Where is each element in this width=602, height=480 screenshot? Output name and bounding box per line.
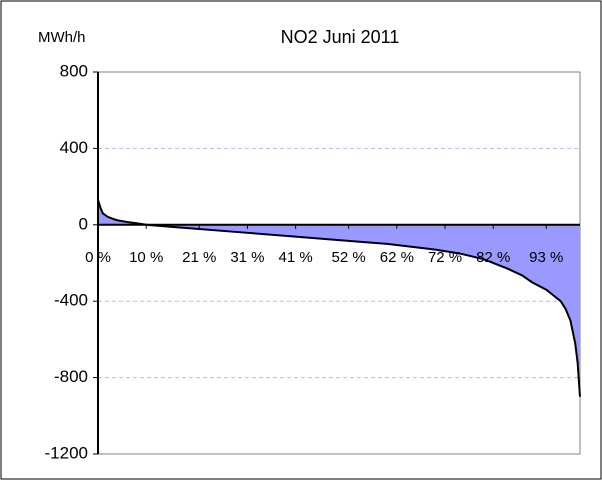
- y-tick-label: 400: [60, 138, 88, 157]
- x-tick-label: 31 %: [230, 249, 264, 266]
- y-tick-label: 0: [79, 214, 88, 233]
- x-tick-label: 41 %: [279, 249, 313, 266]
- x-tick-label: 93 %: [529, 249, 563, 266]
- x-tick-label: 10 %: [129, 249, 163, 266]
- x-tick-label: 72 %: [428, 249, 462, 266]
- chart-title: NO2 Juni 2011: [281, 27, 400, 47]
- y-tick-label: -400: [54, 291, 88, 310]
- x-tick-label: 62 %: [380, 249, 414, 266]
- x-tick-label: 0 %: [85, 249, 111, 266]
- y-tick-label: 800: [60, 61, 88, 80]
- x-tick-label: 21 %: [182, 249, 216, 266]
- y-tick-label: -800: [54, 367, 88, 386]
- y-axis-unit: MWh/h: [38, 29, 86, 46]
- x-tick-label: 82 %: [476, 249, 510, 266]
- area: [98, 199, 580, 397]
- x-tick-label: 52 %: [332, 249, 366, 266]
- y-tick-label: -1200: [45, 443, 88, 462]
- line: [97, 199, 581, 397]
